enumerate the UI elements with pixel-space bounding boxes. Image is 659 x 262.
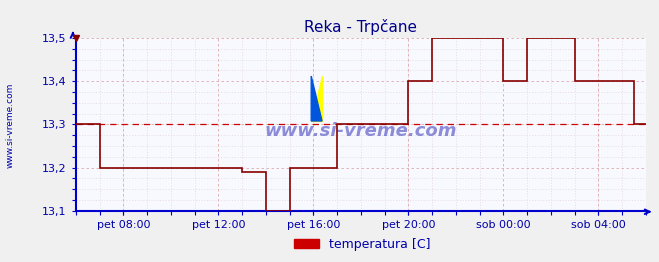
Text: www.si-vreme.com: www.si-vreme.com (5, 83, 14, 168)
Polygon shape (311, 76, 322, 121)
Text: www.si-vreme.com: www.si-vreme.com (264, 122, 457, 140)
Title: Reka - Trpčane: Reka - Trpčane (304, 19, 417, 35)
Polygon shape (311, 76, 322, 121)
Legend: temperatura [C]: temperatura [C] (289, 233, 436, 256)
